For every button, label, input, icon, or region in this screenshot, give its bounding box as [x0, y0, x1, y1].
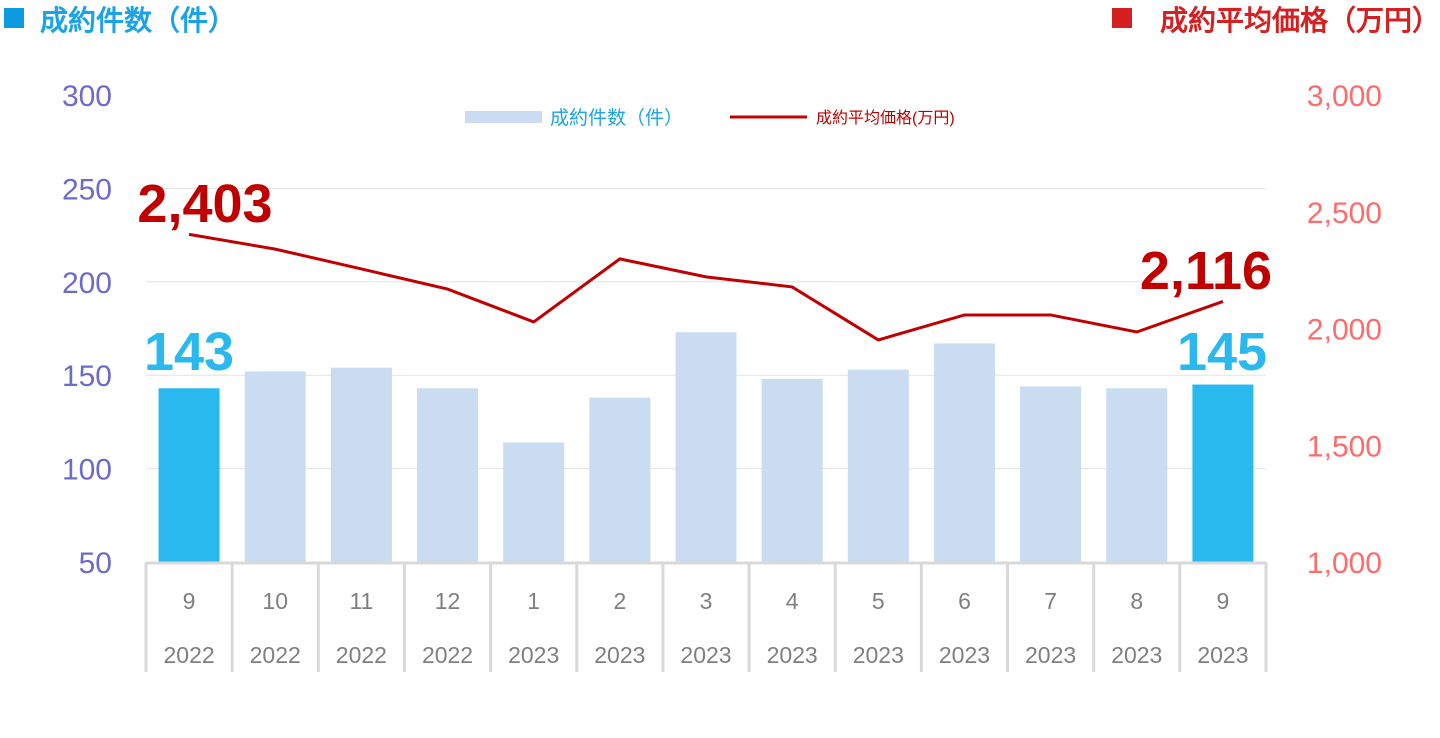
x-tick-year: 2023 [1025, 642, 1076, 668]
bar [244, 371, 306, 562]
x-tick-month: 7 [1044, 588, 1057, 614]
bar [1106, 388, 1168, 562]
bar [417, 388, 479, 562]
right-tick-label: 2,000 [1307, 314, 1382, 347]
left-tick-label: 250 [62, 173, 112, 206]
right-tick-label: 2,500 [1307, 197, 1382, 230]
x-tick-month: 3 [700, 588, 713, 614]
x-tick-year: 2023 [1111, 642, 1162, 668]
x-tick-month: 6 [958, 588, 971, 614]
right-axis-title: 成約平均価格（万円） [1160, 4, 1440, 36]
x-tick-year: 2023 [1197, 642, 1248, 668]
x-tick-month: 1 [527, 588, 540, 614]
x-tick-year: 2023 [508, 642, 559, 668]
left-tick-label: 50 [79, 547, 112, 580]
x-tick-year: 2023 [680, 642, 731, 668]
x-tick-year: 2022 [422, 642, 473, 668]
x-tick-month: 9 [183, 588, 196, 614]
left-axis-title: 成約件数（件） [40, 4, 236, 36]
x-tick-month: 5 [872, 588, 885, 614]
bar [1192, 384, 1254, 562]
x-tick-month: 9 [1217, 588, 1230, 614]
left-tick-label: 300 [62, 80, 112, 113]
x-tick-month: 4 [786, 588, 799, 614]
bar [761, 378, 823, 562]
right-tick-label: 1,500 [1307, 430, 1382, 463]
x-tick-year: 2023 [767, 642, 818, 668]
legend-line-label: 成約平均価格(万円) [816, 109, 955, 127]
x-tick-month: 10 [262, 588, 288, 614]
right-tick-label: 3,000 [1307, 80, 1382, 113]
x-tick-month: 11 [349, 588, 373, 614]
x-tick-month: 2 [613, 588, 626, 614]
bar [675, 332, 737, 562]
left-tick-label: 100 [62, 454, 112, 487]
x-tick-month: 12 [435, 588, 461, 614]
legend-bar-label: 成約件数（件） [550, 107, 683, 129]
price-line [188, 232, 1224, 342]
left-tick-label: 150 [62, 360, 112, 393]
x-tick-month: 8 [1130, 588, 1143, 614]
bar [503, 442, 565, 562]
bar [158, 388, 220, 562]
left-title-marker-icon [4, 8, 24, 28]
bar [847, 369, 909, 562]
x-tick-year: 2022 [163, 642, 214, 668]
x-tick-year: 2022 [336, 642, 387, 668]
x-tick-year: 2023 [594, 642, 645, 668]
x-tick-year: 2022 [250, 642, 301, 668]
x-tick-year: 2023 [939, 642, 990, 668]
line-data-label-last: 2,116 [1140, 241, 1272, 301]
bar [330, 367, 392, 562]
x-tick-year: 2023 [853, 642, 904, 668]
bar-data-label-last: 145 [1177, 322, 1267, 382]
bar-data-label-first: 143 [144, 322, 234, 382]
legend-bar-swatch-icon [465, 111, 542, 123]
bar [589, 397, 651, 562]
right-tick-label: 1,000 [1307, 547, 1382, 580]
left-tick-label: 200 [62, 267, 112, 300]
right-title-marker-icon [1112, 8, 1132, 28]
bar [933, 343, 995, 562]
line-data-label-first: 2,403 [137, 174, 272, 234]
bar [1020, 386, 1082, 562]
